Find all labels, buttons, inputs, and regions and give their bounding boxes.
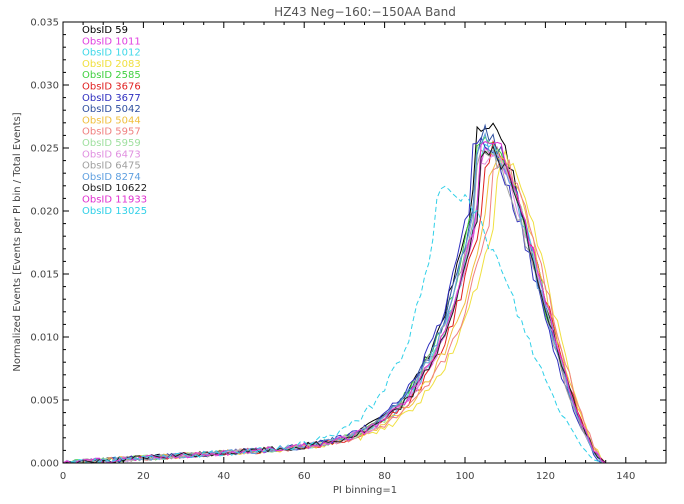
series-line-13 bbox=[63, 131, 666, 464]
legend-entry: ObsID 3677 bbox=[82, 93, 141, 104]
x-tick-label: 140 bbox=[616, 471, 635, 482]
chart-title: HZ43 Neg−160:−150AA Band bbox=[274, 5, 456, 19]
legend-entry: ObsID 13025 bbox=[82, 206, 147, 217]
legend-entry: ObsID 5957 bbox=[82, 127, 141, 138]
legend-entry: ObsID 5959 bbox=[82, 138, 141, 149]
legend-entry: ObsID 1012 bbox=[82, 48, 141, 59]
series-line-6 bbox=[62, 136, 666, 464]
y-tick-label: 0.005 bbox=[30, 396, 59, 407]
y-tick-label: 0.035 bbox=[30, 18, 59, 29]
series-line-8 bbox=[63, 156, 666, 464]
y-tick-label: 0.015 bbox=[30, 270, 59, 281]
x-tick-label: 40 bbox=[217, 471, 230, 482]
x-tick-label: 120 bbox=[536, 471, 555, 482]
legend-entry: ObsID 6475 bbox=[82, 161, 141, 172]
x-tick-label: 60 bbox=[298, 471, 311, 482]
x-axis-label: PI binning=1 bbox=[333, 485, 397, 496]
y-tick-label: 0.020 bbox=[30, 207, 59, 218]
legend-entry: ObsID 6473 bbox=[82, 149, 141, 160]
series-line-15 bbox=[62, 141, 666, 464]
legend-entry: ObsID 1011 bbox=[82, 36, 141, 47]
y-tick-label: 0.025 bbox=[30, 144, 59, 155]
y-axis-ticks: 0.000 0.005 0.010 0.015 0.020 0.025 0.030 0.035 bbox=[30, 18, 666, 470]
series-line-9 bbox=[62, 157, 666, 464]
legend-entry: ObsID 5044 bbox=[82, 115, 141, 126]
y-axis-label: Normalized Events [Events per PI bin / T… bbox=[12, 112, 23, 371]
x-axis-ticks: 0 20 40 60 80 100 120 140 bbox=[60, 22, 667, 482]
legend-entry: ObsID 2083 bbox=[82, 59, 141, 70]
series-line-4 bbox=[63, 136, 666, 464]
legend-entry: ObsID 3676 bbox=[82, 82, 141, 93]
x-tick-label: 80 bbox=[378, 471, 391, 482]
legend-entry: ObsID 59 bbox=[82, 25, 128, 36]
x-tick-label: 0 bbox=[60, 471, 66, 482]
legend-entry: ObsID 10622 bbox=[82, 183, 147, 194]
y-tick-label: 0.010 bbox=[30, 333, 59, 344]
plot-lines bbox=[62, 122, 666, 464]
x-tick-label: 100 bbox=[455, 471, 474, 482]
legend-entry: ObsID 5042 bbox=[82, 104, 141, 115]
legend-entry: ObsID 11933 bbox=[82, 195, 147, 206]
series-line-16 bbox=[63, 185, 666, 464]
y-tick-label: 0.000 bbox=[30, 459, 59, 470]
legend-entry: ObsID 8274 bbox=[82, 172, 141, 183]
x-tick-label: 20 bbox=[137, 471, 150, 482]
y-tick-label: 0.030 bbox=[30, 81, 59, 92]
legend-entry: ObsID 2585 bbox=[82, 70, 141, 81]
